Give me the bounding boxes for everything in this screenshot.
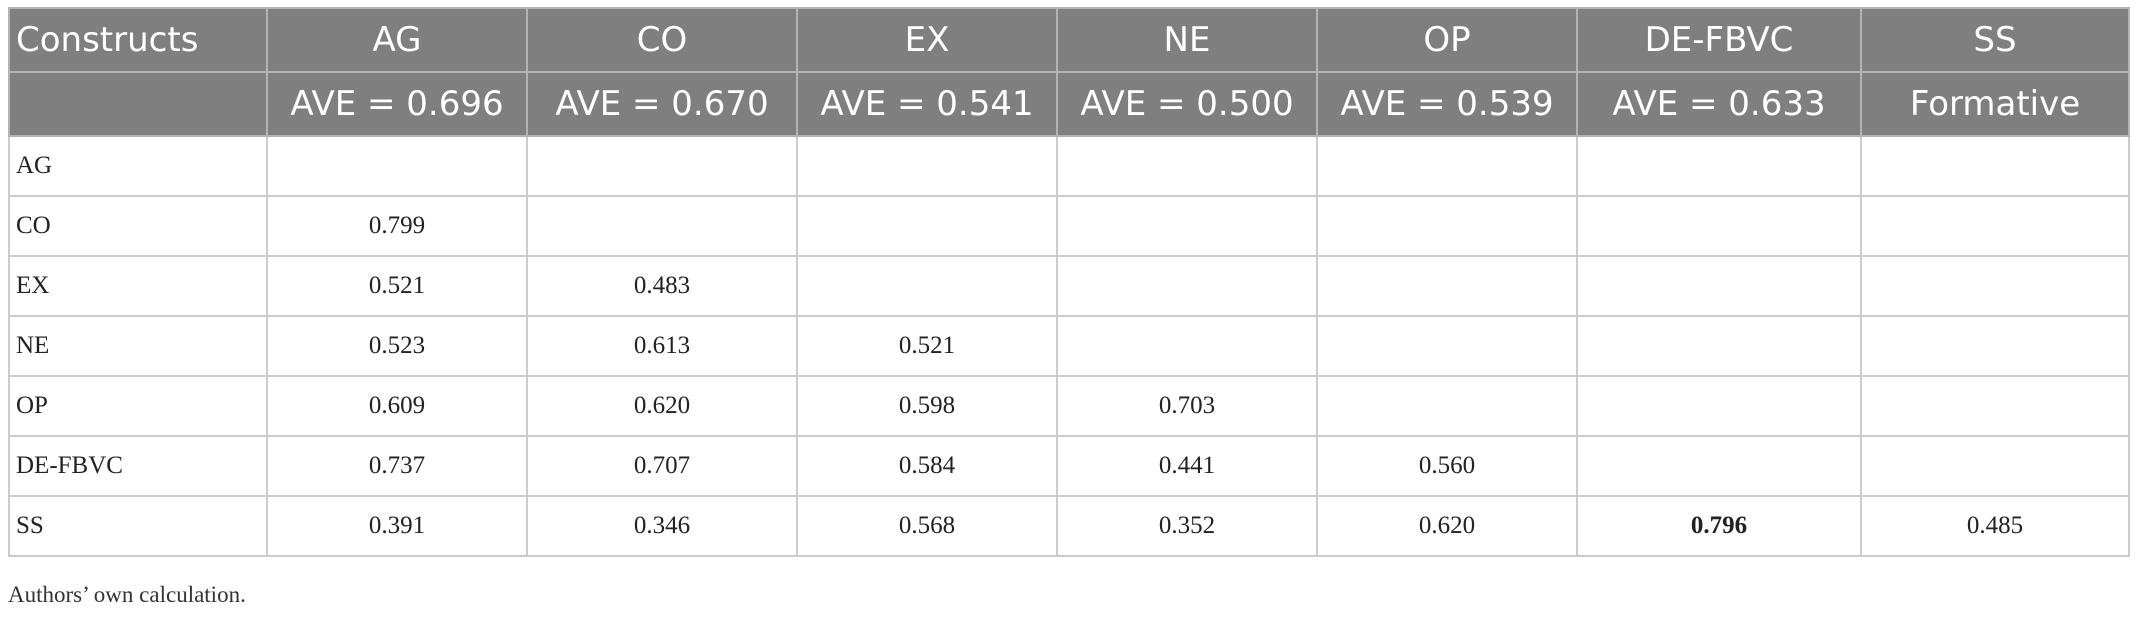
header-cell: AG [266,7,528,73]
table-cell: 0.598 [796,375,1058,437]
header-cell [8,71,268,137]
table-cell [796,255,1058,317]
table-cell [1576,435,1862,497]
table-cell [526,195,798,257]
table-cell [796,135,1058,197]
table-cell [1316,255,1578,317]
table-row: AG [8,135,2130,197]
header-row-ave: AVE = 0.696 AVE = 0.670 AVE = 0.541 AVE … [8,71,2130,137]
table-cell [1860,315,2130,377]
table-row: NE 0.523 0.613 0.521 [8,315,2130,377]
table-cell [1056,315,1318,377]
header-cell: AVE = 0.633 [1576,71,1862,137]
table-cell: 0.560 [1316,435,1578,497]
header-cell: AVE = 0.500 [1056,71,1318,137]
table-cell [1056,135,1318,197]
table-cell: 0.620 [526,375,798,437]
table-row: SS 0.391 0.346 0.568 0.352 0.620 0.796 0… [8,495,2130,557]
table-cell [266,135,528,197]
table-cell: 0.609 [266,375,528,437]
table-cell: 0.707 [526,435,798,497]
table-cell: 0.485 [1860,495,2130,557]
row-label: DE-FBVC [8,435,268,497]
header-cell: DE-FBVC [1576,7,1862,73]
table-cell: 0.613 [526,315,798,377]
table-cell: 0.523 [266,315,528,377]
table-cell [1576,375,1862,437]
table-cell-highlight: 0.796 [1576,495,1862,557]
header-cell: CO [526,7,798,73]
header-cell: AVE = 0.539 [1316,71,1578,137]
header-cell: AVE = 0.541 [796,71,1058,137]
header-cell: AVE = 0.670 [526,71,798,137]
row-label: SS [8,495,268,557]
table-note: Authors’ own calculation. [8,582,246,607]
table-row: CO 0.799 [8,195,2130,257]
header-cell: EX [796,7,1058,73]
table-row: EX 0.521 0.483 [8,255,2130,317]
header-cell: Constructs [8,7,268,73]
header-cell: OP [1316,7,1578,73]
table-cell [1576,315,1862,377]
header-cell: Formative [1860,71,2130,137]
table-row: DE-FBVC 0.737 0.707 0.584 0.441 0.560 [8,435,2130,497]
table-cell [1316,195,1578,257]
row-label: EX [8,255,268,317]
table-cell [1860,135,2130,197]
table-cell [1316,135,1578,197]
table-cell: 0.391 [266,495,528,557]
row-label: CO [8,195,268,257]
table-cell [1860,435,2130,497]
table-cell [1576,255,1862,317]
row-label: AG [8,135,268,197]
table-cell [1576,195,1862,257]
header-cell: NE [1056,7,1318,73]
table-cell: 0.441 [1056,435,1318,497]
table-cell [1576,135,1862,197]
table-cell: 0.584 [796,435,1058,497]
table-cell [1316,375,1578,437]
table-cell [1860,195,2130,257]
table-cell [1056,195,1318,257]
table-cell: 0.799 [266,195,528,257]
table-cell [1860,255,2130,317]
table-cell [1860,375,2130,437]
htmt-table: Constructs AG CO EX NE OP DE-FBVC SS AVE… [8,7,2130,557]
row-label: OP [8,375,268,437]
table-cell: 0.521 [796,315,1058,377]
header-cell: AVE = 0.696 [266,71,528,137]
table-row: OP 0.609 0.620 0.598 0.703 [8,375,2130,437]
table-cell: 0.703 [1056,375,1318,437]
table-cell [1316,315,1578,377]
table-cell: 0.620 [1316,495,1578,557]
table-cell: 0.521 [266,255,528,317]
table-cell: 0.483 [526,255,798,317]
table-cell: 0.352 [1056,495,1318,557]
header-cell: SS [1860,7,2130,73]
header-row-constructs: Constructs AG CO EX NE OP DE-FBVC SS [8,7,2130,73]
table-cell: 0.737 [266,435,528,497]
table-cell [526,135,798,197]
table-cell [1056,255,1318,317]
table-cell [796,195,1058,257]
row-label: NE [8,315,268,377]
table-cell: 0.568 [796,495,1058,557]
table-cell: 0.346 [526,495,798,557]
